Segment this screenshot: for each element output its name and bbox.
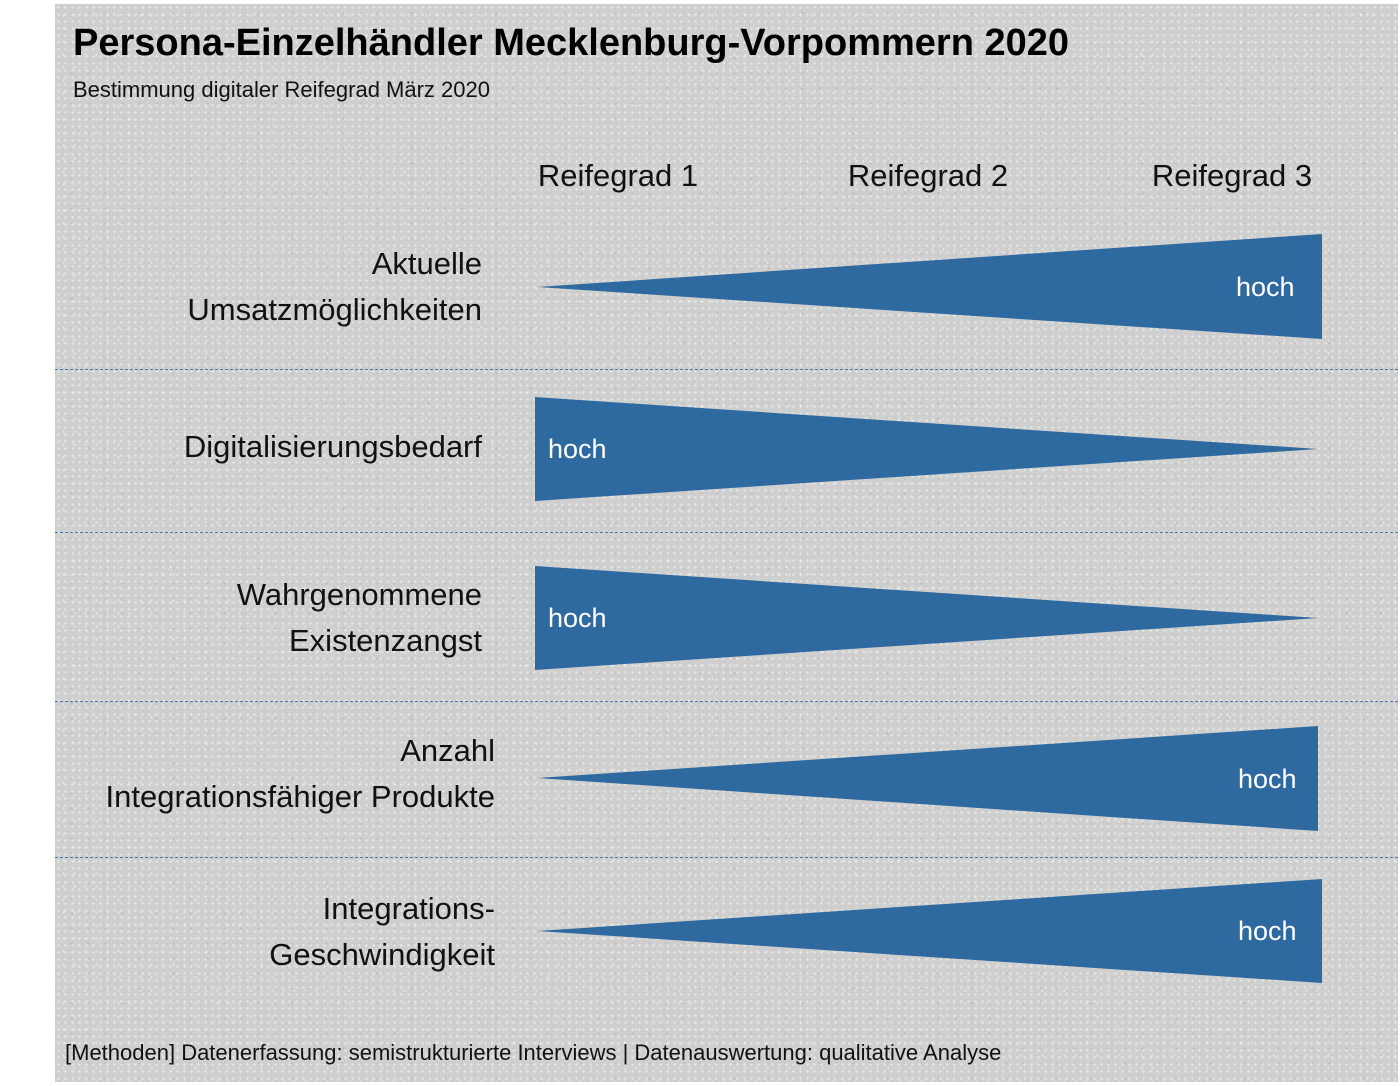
wedge-umsatzmoeglichkeiten [537,234,1322,339]
row-label-integrationsfaehige-produkte: Anzahl Integrationsfähiger Produkte [0,728,495,820]
wedge-integrationsfaehige-produkte [537,726,1318,831]
row-label-line: Digitalisierungsbedarf [183,429,482,464]
column-header-reifegrad-2: Reifegrad 2 [847,158,1009,193]
row-label-line: Anzahl [400,733,495,768]
wedge-label-hoch: hoch [1238,916,1297,946]
row-label-line: Integrationsfähiger Produkte [105,779,495,814]
wedge-digitalisierungsbedarf [535,397,1318,501]
diagram-title: Persona-Einzelhändler Mecklenburg-Vorpom… [73,22,1070,64]
column-header-reifegrad-1: Reifegrad 1 [537,158,699,193]
row-label-line: Umsatzmöglichkeiten [187,292,482,327]
row-label-line: Wahrgenommene [236,577,482,612]
wedge-integrationsgeschwindigkeit [537,879,1322,983]
row-label-line: Existenzangst [289,623,482,658]
wedge-label-hoch: hoch [1238,764,1297,794]
row-label-umsatzmoeglichkeiten: Aktuelle Umsatzmöglichkeiten [2,241,482,333]
row-label-existenzangst: Wahrgenommene Existenzangst [2,572,482,664]
wedge-existenzangst [535,566,1318,670]
row-label-line: Aktuelle [371,246,482,281]
row-label-line: Integrations- [322,891,495,926]
row-label-digitalisierungsbedarf: Digitalisierungsbedarf [2,424,482,470]
row-divider [55,532,1398,533]
wedge-label-hoch: hoch [1236,272,1295,302]
diagram-subtitle: Bestimmung digitaler Reifegrad März 2020 [73,77,490,102]
wedge-label-hoch: hoch [548,434,607,464]
column-header-reifegrad-3: Reifegrad 3 [1151,158,1313,193]
methods-footer: [Methoden] Datenerfassung: semistrukturi… [65,1040,1002,1065]
row-label-integrationsgeschwindigkeit: Integrations- Geschwindigkeit [15,886,495,978]
row-label-line: Geschwindigkeit [269,937,495,972]
row-divider [55,701,1398,702]
row-divider [55,369,1398,370]
diagram-background [55,4,1398,1082]
row-divider [55,857,1398,858]
wedge-label-hoch: hoch [548,603,607,633]
